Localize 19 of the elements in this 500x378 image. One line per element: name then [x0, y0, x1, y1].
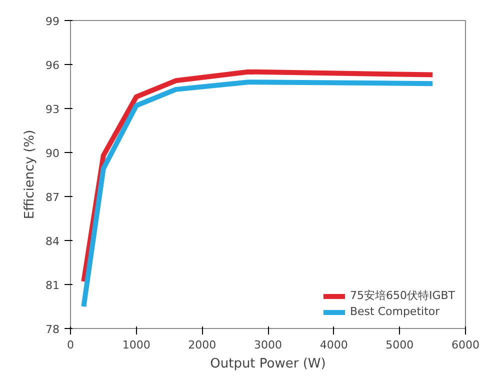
y-axis-title: Efficiency (%): [22, 130, 38, 220]
y-tick-label: 99: [46, 15, 60, 28]
x-tick-label: 0: [67, 338, 74, 352]
y-tick-label: 96: [46, 59, 60, 72]
x-tick-label: 1000: [122, 338, 150, 352]
y-tick-label: 81: [46, 279, 60, 292]
y-tick-label: 78: [46, 323, 60, 336]
y-tick-label: 93: [46, 103, 60, 116]
y-tick-label: 84: [46, 235, 60, 248]
legend-label: Best Competitor: [350, 305, 440, 318]
legend-label: 75安培650伏特IGBT: [350, 288, 455, 303]
x-tick-label: 4000: [320, 338, 348, 352]
x-tick-label: 2000: [188, 338, 216, 352]
y-tick-label: 87: [46, 191, 60, 204]
x-tick-label: 6000: [452, 338, 480, 352]
x-axis-title: Output Power (W): [210, 356, 326, 372]
x-tick-label: 3000: [254, 338, 282, 352]
y-tick-label: 90: [46, 147, 60, 160]
x-tick-label: 5000: [386, 338, 414, 352]
